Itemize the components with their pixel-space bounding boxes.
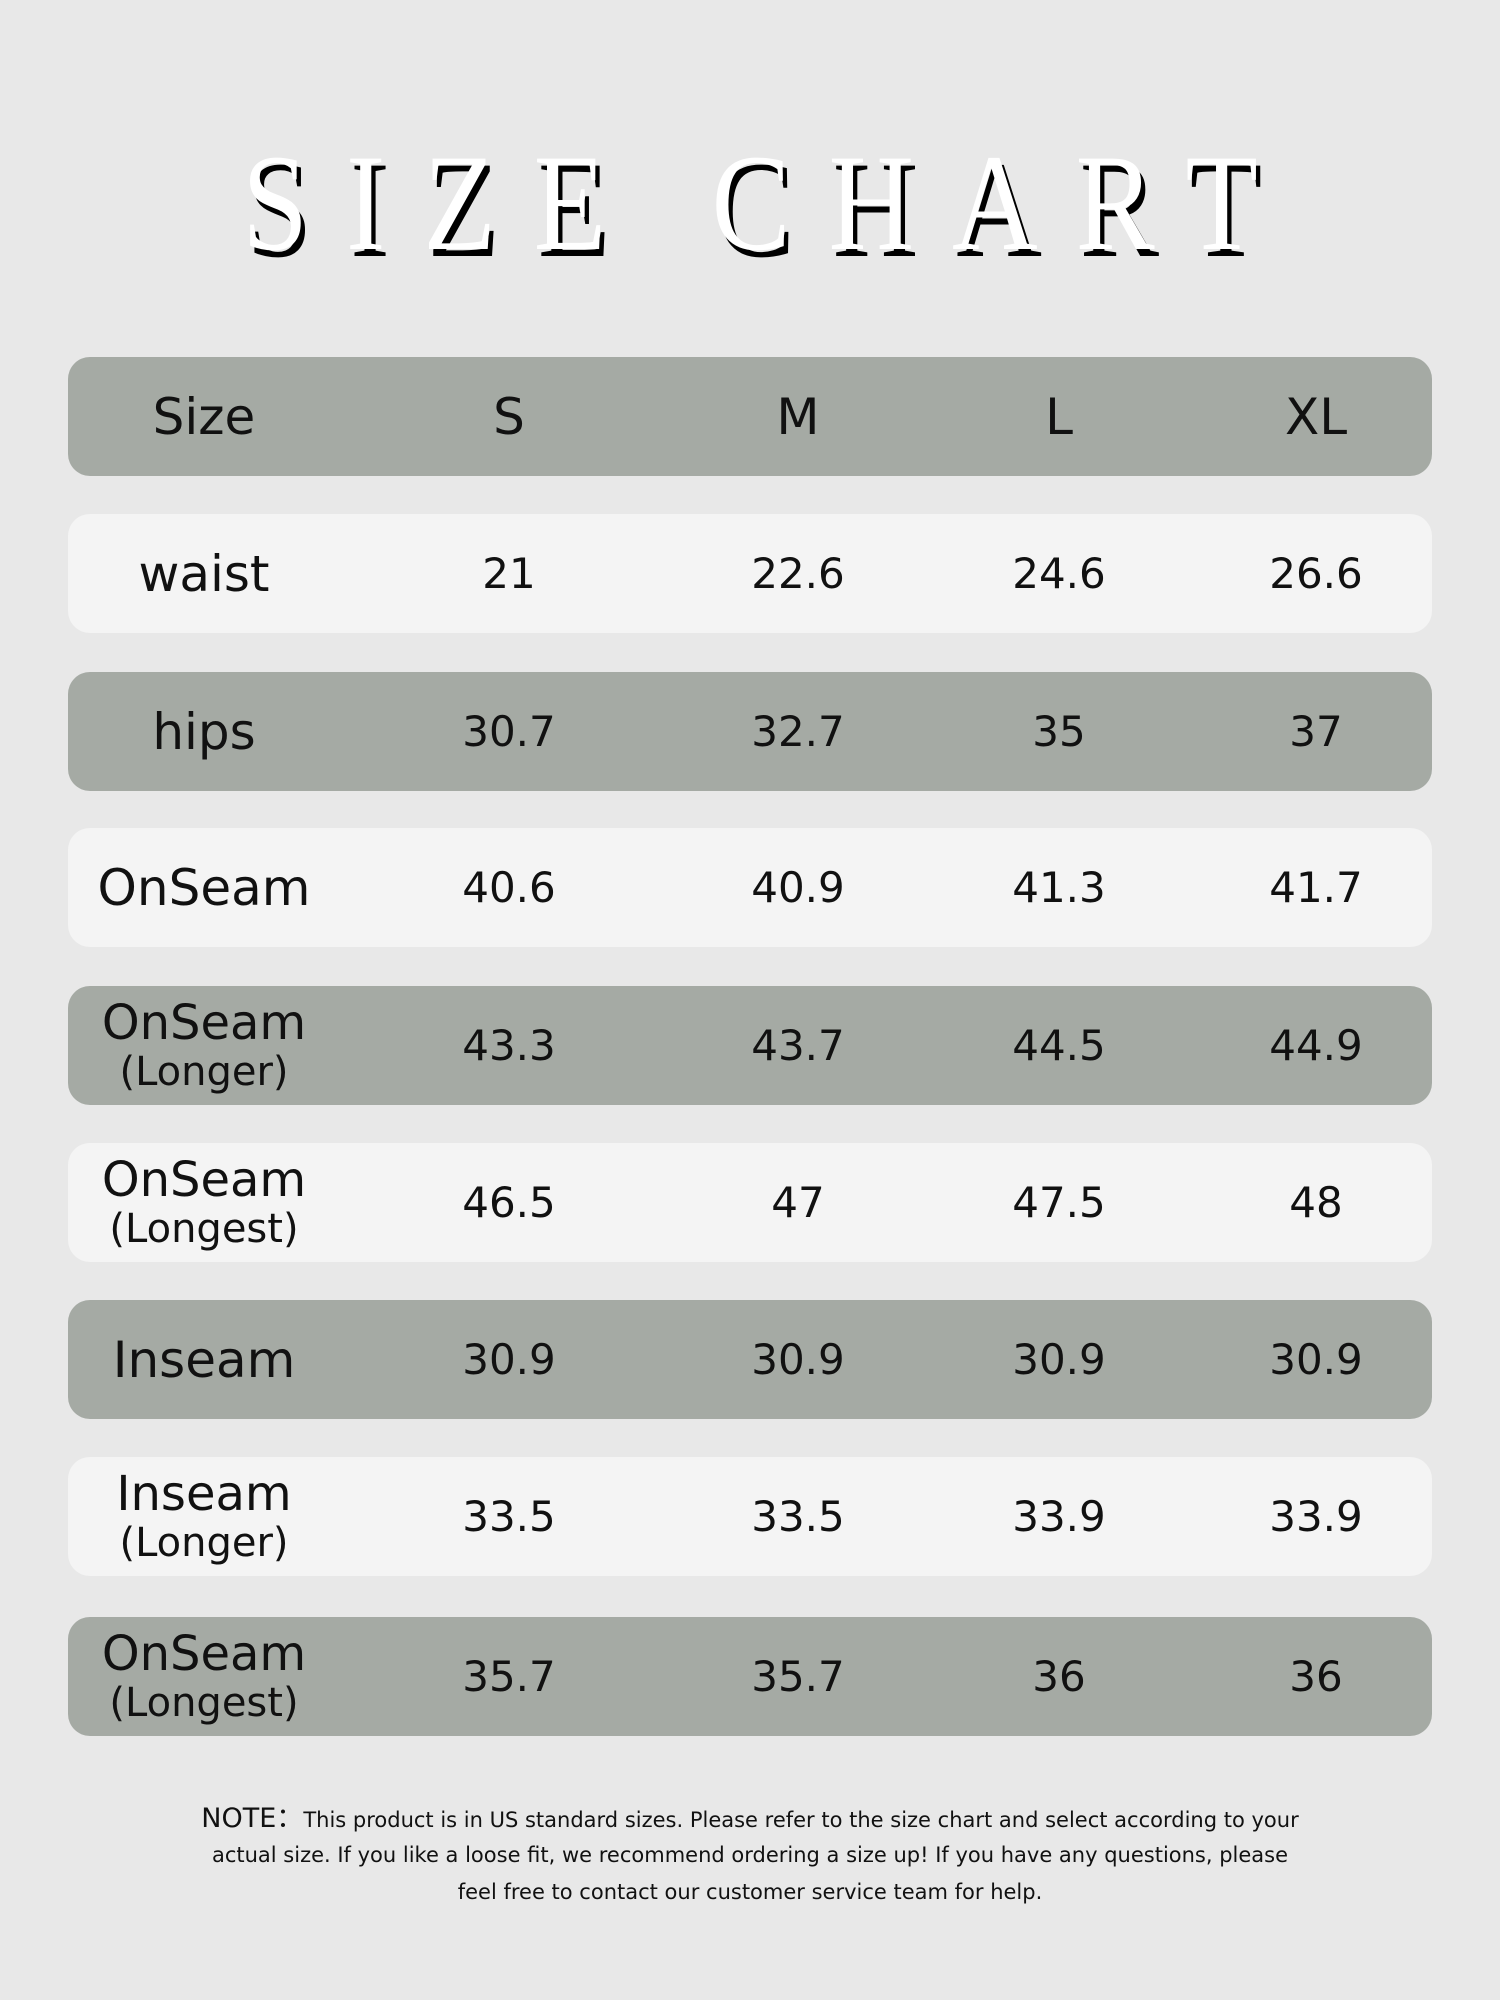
table-header-row: Size S M L XL (68, 357, 1432, 476)
header-cell: S (493, 387, 525, 446)
row-label: OnSeam (Longer) (102, 986, 306, 1105)
value-cell: 44.9 (1269, 1021, 1363, 1070)
row-label: hips (152, 672, 255, 791)
row-label: Inseam (113, 1300, 296, 1419)
row-label: OnSeam (Longest) (102, 1617, 306, 1736)
row-label: Inseam (Longer) (116, 1457, 291, 1576)
row-label-sub: (Longer) (119, 1048, 289, 1095)
row-label-main: Inseam (112, 1330, 296, 1389)
value-cell: 41.3 (1012, 863, 1106, 912)
value-cell: 35 (1032, 707, 1086, 756)
value-cell: 35.7 (751, 1652, 845, 1701)
note-line-2: actual size. If you like a loose fit, we… (211, 1843, 1289, 1867)
value-cell: 46.5 (462, 1178, 556, 1227)
row-label-main: hips (152, 702, 256, 761)
value-cell: 36 (1289, 1652, 1343, 1701)
header-cell: L (1045, 387, 1073, 446)
value-cell: 33.5 (462, 1492, 556, 1541)
value-cell: 41.7 (1269, 863, 1363, 912)
table-row: hips 30.7 32.7 35 37 (68, 672, 1432, 791)
value-cell: 40.6 (462, 863, 556, 912)
value-cell: 30.7 (462, 707, 556, 756)
table-row: OnSeam (Longest) 46.5 47 47.5 48 (68, 1143, 1432, 1262)
row-label-sub: (Longest) (109, 1679, 299, 1726)
row-label: OnSeam (98, 828, 311, 947)
row-label-sub: (Longer) (119, 1519, 289, 1566)
value-cell: 44.5 (1012, 1021, 1106, 1070)
page-title: SIZE CHART (242, 126, 1296, 279)
note-prefix: NOTE： (201, 1803, 304, 1834)
value-cell: 30.9 (462, 1335, 556, 1384)
value-cell: 37 (1289, 707, 1343, 756)
row-label-main: OnSeam (101, 1625, 307, 1682)
table-row: OnSeam (Longest) 35.7 35.7 36 36 (68, 1617, 1432, 1736)
table-row: waist 21 22.6 24.6 26.6 (68, 514, 1432, 633)
header-cell: XL (1284, 387, 1348, 446)
value-cell: 32.7 (751, 707, 845, 756)
value-cell: 21 (482, 549, 536, 598)
table-row: Inseam (Longer) 33.5 33.5 33.9 33.9 (68, 1457, 1432, 1576)
value-cell: 30.9 (1269, 1335, 1363, 1384)
value-cell: 40.9 (751, 863, 845, 912)
value-cell: 43.3 (462, 1021, 556, 1070)
note-line-3: feel free to contact our customer servic… (457, 1880, 1043, 1904)
value-cell: 30.9 (1012, 1335, 1106, 1384)
value-cell: 48 (1289, 1178, 1343, 1227)
value-cell: 24.6 (1012, 549, 1106, 598)
row-label-main: waist (138, 544, 270, 603)
value-cell: 30.9 (751, 1335, 845, 1384)
note-text-1: This product is in US standard sizes. Pl… (303, 1808, 1299, 1832)
value-cell: 47 (771, 1178, 825, 1227)
table-row: Inseam 30.9 30.9 30.9 30.9 (68, 1300, 1432, 1419)
value-cell: 36 (1032, 1652, 1086, 1701)
row-label-sub: (Longest) (109, 1205, 299, 1252)
value-cell: 33.5 (751, 1492, 845, 1541)
row-label-main: OnSeam (101, 994, 307, 1051)
row-label-main: Inseam (116, 1465, 292, 1522)
row-label-main: OnSeam (101, 1151, 307, 1208)
value-cell: 43.7 (751, 1021, 845, 1070)
value-cell: 33.9 (1269, 1492, 1363, 1541)
header-cell: M (776, 387, 820, 446)
value-cell: 47.5 (1012, 1178, 1106, 1227)
table-row: OnSeam (Longer) 43.3 43.7 44.5 44.9 (68, 986, 1432, 1105)
header-cell: Size (152, 387, 256, 446)
table-row: OnSeam 40.6 40.9 41.3 41.7 (68, 828, 1432, 947)
row-label: waist (138, 514, 269, 633)
value-cell: 26.6 (1269, 549, 1363, 598)
value-cell: 35.7 (462, 1652, 556, 1701)
row-label-main: OnSeam (97, 858, 311, 917)
value-cell: 33.9 (1012, 1492, 1106, 1541)
value-cell: 22.6 (751, 549, 845, 598)
note-line-1: NOTE：This product is in US standard size… (0, 1796, 1500, 1835)
row-label: OnSeam (Longest) (102, 1143, 306, 1262)
